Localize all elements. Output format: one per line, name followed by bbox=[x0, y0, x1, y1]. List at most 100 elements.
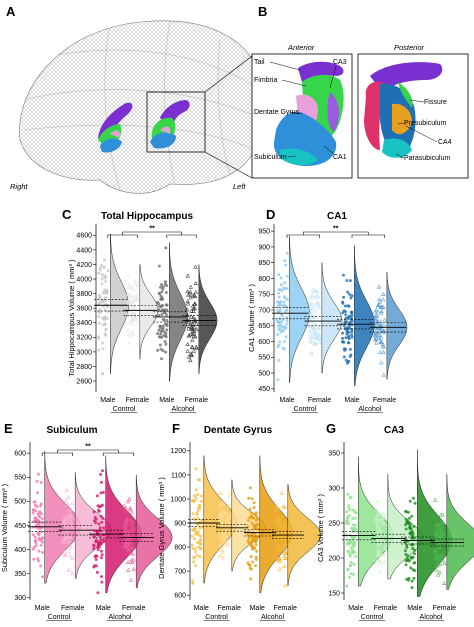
data-point bbox=[65, 539, 70, 544]
data-point bbox=[254, 525, 257, 529]
data-point bbox=[99, 514, 103, 518]
data-point bbox=[307, 329, 313, 334]
data-point bbox=[279, 320, 283, 324]
data-point bbox=[95, 570, 99, 574]
data-point bbox=[283, 287, 287, 291]
data-point bbox=[374, 328, 379, 333]
data-point bbox=[194, 550, 198, 554]
data-point bbox=[63, 513, 68, 518]
data-point bbox=[345, 520, 349, 523]
data-point bbox=[436, 545, 442, 550]
bracket-control bbox=[107, 234, 138, 238]
data-point bbox=[381, 292, 386, 296]
data-point bbox=[62, 549, 67, 554]
data-point bbox=[130, 299, 135, 304]
data-point bbox=[379, 515, 384, 520]
data-point bbox=[193, 281, 198, 285]
data-point bbox=[161, 287, 165, 291]
data-point bbox=[315, 335, 320, 340]
x-sex-label: Female bbox=[374, 605, 397, 612]
label-parasubiculum: Parasubiculum bbox=[404, 155, 450, 162]
data-point bbox=[63, 537, 68, 542]
data-point bbox=[349, 353, 353, 357]
data-point bbox=[194, 321, 199, 326]
x-sex-label: Male bbox=[194, 605, 209, 612]
data-point bbox=[375, 313, 380, 318]
data-point bbox=[442, 531, 447, 536]
data-point bbox=[347, 542, 351, 546]
data-point bbox=[405, 556, 409, 560]
data-point bbox=[37, 514, 41, 518]
data-point bbox=[380, 511, 385, 516]
data-point bbox=[350, 330, 354, 334]
data-point bbox=[377, 299, 383, 304]
data-point bbox=[254, 555, 258, 559]
data-point bbox=[219, 540, 224, 545]
y-tick-label: 4000 bbox=[76, 276, 92, 283]
data-point bbox=[189, 314, 194, 319]
data-point bbox=[103, 315, 107, 319]
data-point bbox=[438, 529, 444, 534]
data-point bbox=[247, 496, 251, 500]
data-point bbox=[196, 522, 200, 526]
data-point bbox=[285, 308, 289, 312]
data-point bbox=[254, 511, 258, 515]
data-point bbox=[218, 503, 223, 508]
data-point bbox=[105, 288, 109, 292]
data-point bbox=[352, 562, 356, 566]
data-point bbox=[130, 301, 135, 306]
data-point bbox=[374, 507, 379, 512]
data-point bbox=[433, 536, 438, 541]
data-point bbox=[383, 542, 388, 547]
data-point bbox=[346, 316, 350, 320]
data-point bbox=[131, 566, 136, 571]
data-point bbox=[350, 313, 354, 317]
data-point bbox=[349, 495, 353, 499]
data-point bbox=[130, 557, 136, 562]
data-point bbox=[100, 520, 104, 524]
bracket-alcohol bbox=[102, 452, 134, 456]
data-point bbox=[199, 539, 203, 543]
data-point bbox=[223, 530, 228, 535]
data-point bbox=[122, 503, 127, 508]
data-point bbox=[36, 472, 40, 476]
data-point bbox=[411, 546, 415, 550]
data-point bbox=[102, 526, 106, 530]
y-tick-label: 600 bbox=[174, 593, 186, 600]
data-point bbox=[156, 332, 160, 336]
data-point bbox=[98, 311, 102, 315]
label-posterior: Posterior bbox=[394, 43, 425, 52]
data-point bbox=[191, 581, 195, 585]
x-sex-label: Male bbox=[279, 397, 294, 404]
data-point bbox=[220, 510, 225, 514]
data-point bbox=[124, 541, 130, 546]
y-tick-label: 4600 bbox=[76, 233, 92, 240]
y-tick-label: 350 bbox=[14, 571, 26, 578]
data-point bbox=[404, 523, 408, 527]
data-point bbox=[378, 542, 384, 547]
violin-alcohol-male bbox=[354, 245, 375, 386]
data-point bbox=[381, 349, 386, 354]
data-point bbox=[351, 543, 355, 547]
data-point bbox=[40, 517, 44, 521]
data-point bbox=[377, 537, 382, 541]
data-point bbox=[353, 516, 357, 520]
label-left: Left bbox=[233, 182, 246, 191]
data-point bbox=[277, 358, 281, 362]
data-point bbox=[125, 327, 131, 332]
data-point bbox=[317, 326, 323, 331]
data-point bbox=[198, 506, 202, 510]
panel-label-b: B bbox=[258, 4, 267, 19]
data-point bbox=[97, 545, 101, 549]
data-point bbox=[413, 569, 417, 573]
data-point bbox=[157, 328, 161, 332]
zoom-line-bottom bbox=[204, 151, 253, 179]
data-point bbox=[161, 318, 165, 321]
data-point bbox=[165, 319, 169, 322]
data-point bbox=[226, 515, 231, 520]
y-tick-label: 300 bbox=[328, 485, 340, 492]
data-point bbox=[198, 555, 202, 559]
data-point bbox=[185, 273, 190, 278]
data-point bbox=[276, 333, 280, 337]
label-tail: Tail bbox=[254, 59, 265, 66]
